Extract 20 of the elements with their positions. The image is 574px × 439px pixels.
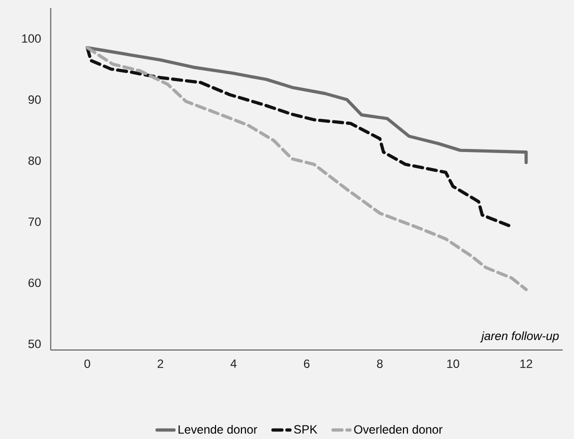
x-tick-label: 12	[520, 359, 532, 368]
x-tick-label: 10	[447, 359, 460, 368]
y-tick-label: 50	[28, 340, 41, 348]
x-tick-label: 0	[84, 359, 90, 368]
line-series	[86, 46, 528, 292]
x-tick-label: 4	[230, 359, 237, 368]
y-tick-label: 100	[22, 34, 41, 43]
legend-label: SPK	[294, 425, 318, 434]
y-tick-label: 80	[28, 156, 41, 165]
legend-label: Levende donor	[178, 424, 258, 434]
line-series	[86, 46, 514, 228]
x-tick-label: 6	[304, 359, 310, 368]
x-tick-label: 8	[377, 359, 383, 368]
y-tick-label: 60	[28, 278, 41, 288]
x-tick-label: 2	[158, 359, 164, 368]
legend-label: Overleden donor	[354, 424, 442, 434]
x-axis-title: jaren follow-up	[480, 331, 559, 342]
y-tick-label: 70	[28, 217, 41, 226]
line-series	[86, 46, 528, 164]
y-tick-label: 90	[28, 95, 41, 104]
